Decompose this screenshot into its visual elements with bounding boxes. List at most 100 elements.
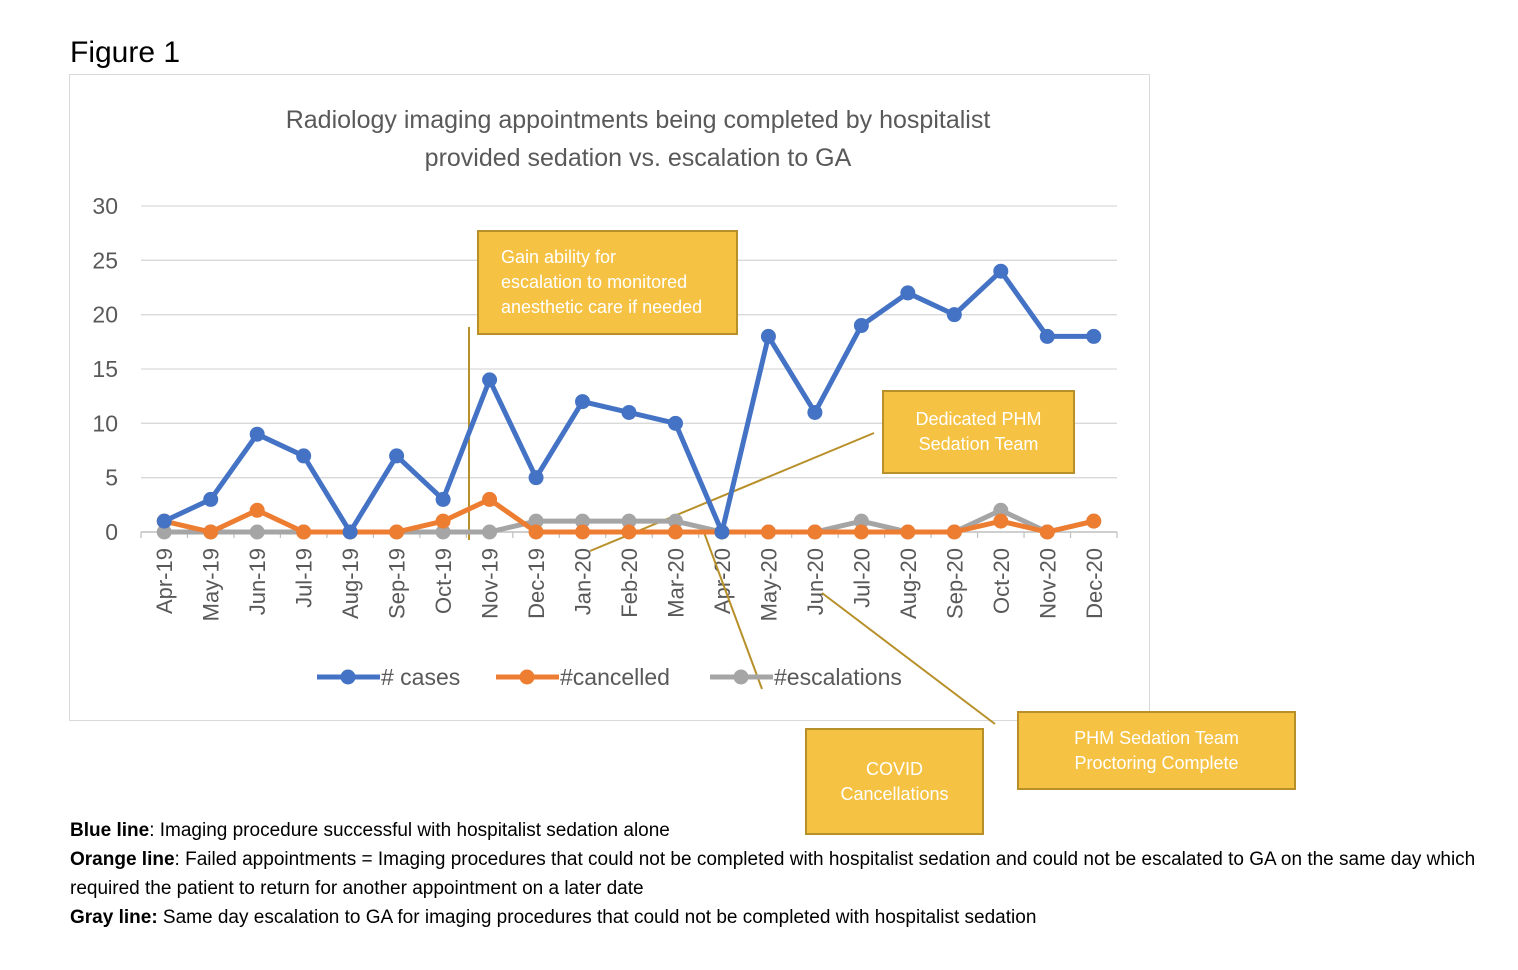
note-blue-label: Blue line: [70, 820, 150, 841]
data-point-cancelled: [1039, 524, 1055, 540]
data-point-cases: [1086, 328, 1102, 344]
callout-gain-ability-text: Gain ability for escalation to monitored…: [501, 247, 703, 317]
data-point-cancelled: [760, 524, 776, 540]
legend-label-cancelled: #cancelled: [560, 664, 670, 690]
data-point-cases: [853, 318, 869, 334]
data-point-cancelled: [249, 502, 265, 518]
data-point-cancelled: [435, 513, 451, 529]
data-point-cases: [342, 524, 358, 540]
annotation-line-proctoring: [821, 592, 996, 725]
x-tick-label: Aug-19: [338, 548, 363, 619]
y-tick-label: 30: [92, 193, 118, 219]
data-point-escalations: [528, 513, 544, 529]
legend-marker-cases: [340, 669, 356, 685]
data-point-cancelled: [296, 524, 312, 540]
note-blue: Blue line: Imaging procedure successful …: [70, 816, 1490, 845]
x-tick-label: Nov-20: [1035, 548, 1060, 619]
data-point-escalations: [853, 513, 869, 529]
data-point-cases: [528, 470, 544, 486]
data-point-escalations: [156, 524, 172, 540]
callout-proctoring: PHM Sedation Team Proctoring Complete: [1017, 711, 1296, 790]
x-tick-label: May-20: [756, 548, 781, 621]
data-point-escalations: [993, 502, 1009, 518]
data-point-cases: [760, 328, 776, 344]
note-gray-label: Gray line:: [70, 907, 158, 928]
x-tick-label: Oct-19: [431, 548, 456, 614]
data-point-cases: [296, 448, 312, 464]
data-point-cases: [203, 491, 219, 507]
x-tick-label: Mar-20: [663, 548, 688, 618]
note-orange: Orange line: Failed appointments = Imagi…: [70, 845, 1490, 903]
x-tick-label: Jan-20: [571, 548, 596, 615]
data-point-cancelled: [528, 524, 544, 540]
data-point-cancelled: [482, 491, 498, 507]
note-blue-text: : Imaging procedure successful with hosp…: [149, 820, 670, 841]
data-point-cases: [435, 491, 451, 507]
data-point-cancelled: [389, 524, 405, 540]
y-tick-label: 20: [92, 302, 118, 328]
data-point-cancelled: [946, 524, 962, 540]
y-tick-label: 10: [92, 410, 118, 436]
data-point-cancelled: [575, 524, 591, 540]
data-point-cases: [714, 524, 730, 540]
x-tick-label: Oct-20: [989, 548, 1014, 614]
x-tick-label: Jul-20: [849, 548, 874, 608]
legend-label-cases: # cases: [381, 664, 460, 690]
x-tick-label: Jun-19: [245, 548, 270, 615]
data-point-cases: [575, 394, 591, 410]
data-point-cases: [807, 404, 823, 420]
data-point-cases: [389, 448, 405, 464]
data-point-cancelled: [667, 524, 683, 540]
x-tick-label: Sep-20: [942, 548, 967, 619]
data-point-cancelled: [203, 524, 219, 540]
y-tick-label: 0: [105, 519, 118, 545]
callout-gain-ability: Gain ability for escalation to monitored…: [477, 230, 738, 335]
callout-proctoring-text: PHM Sedation Team Proctoring Complete: [1074, 727, 1239, 773]
data-point-cancelled: [807, 524, 823, 540]
data-point-cases: [900, 285, 916, 301]
note-gray: Gray line: Same day escalation to GA for…: [70, 903, 1490, 932]
data-point-cases: [482, 372, 498, 388]
chart-title-line: provided sedation vs. escalation to GA: [425, 144, 852, 172]
data-point-escalations: [482, 524, 498, 540]
x-tick-label: Sep-19: [385, 548, 410, 619]
data-point-escalations: [575, 513, 591, 529]
data-point-cases: [993, 263, 1009, 279]
x-tick-label: May-19: [199, 548, 224, 621]
y-tick-label: 5: [105, 465, 118, 491]
data-point-cancelled: [853, 524, 869, 540]
figure-notes: Blue line: Imaging procedure successful …: [70, 816, 1490, 932]
data-point-cancelled: [900, 524, 916, 540]
callout-covid: COVID Cancellations: [805, 728, 984, 835]
data-point-cancelled: [1086, 513, 1102, 529]
data-point-cases: [667, 415, 683, 431]
legend-label-escalations: #escalations: [774, 664, 902, 690]
x-tick-label: Dec-20: [1082, 548, 1107, 619]
data-point-cancelled: [993, 513, 1009, 529]
figure-label: Figure 1: [70, 36, 181, 69]
note-orange-text: : Failed appointments = Imaging procedur…: [70, 849, 1476, 899]
x-tick-label: Dec-19: [524, 548, 549, 619]
data-point-cases: [946, 307, 962, 323]
x-tick-label: Feb-20: [617, 548, 642, 618]
x-tick-label: Jun-20: [803, 548, 828, 615]
y-tick-label: 25: [92, 247, 118, 273]
legend-marker-cancelled: [519, 669, 535, 685]
data-point-cases: [621, 404, 637, 420]
data-point-cases: [249, 426, 265, 442]
x-tick-label: Apr-19: [152, 548, 177, 614]
data-point-cancelled: [621, 524, 637, 540]
note-gray-text: Same day escalation to GA for imaging pr…: [157, 907, 1037, 928]
legend-marker-escalations: [733, 669, 749, 685]
data-point-escalations: [621, 513, 637, 529]
callout-covid-text: COVID Cancellations: [840, 758, 949, 804]
chart-title-line: Radiology imaging appointments being com…: [286, 106, 991, 134]
data-point-cases: [1039, 328, 1055, 344]
annotation-line-covid: [701, 526, 763, 690]
x-tick-label: Jul-19: [292, 548, 317, 608]
data-point-escalations: [249, 524, 265, 540]
y-tick-label: 15: [92, 356, 118, 382]
x-tick-label: Nov-19: [478, 548, 503, 619]
data-point-cases: [156, 513, 172, 529]
